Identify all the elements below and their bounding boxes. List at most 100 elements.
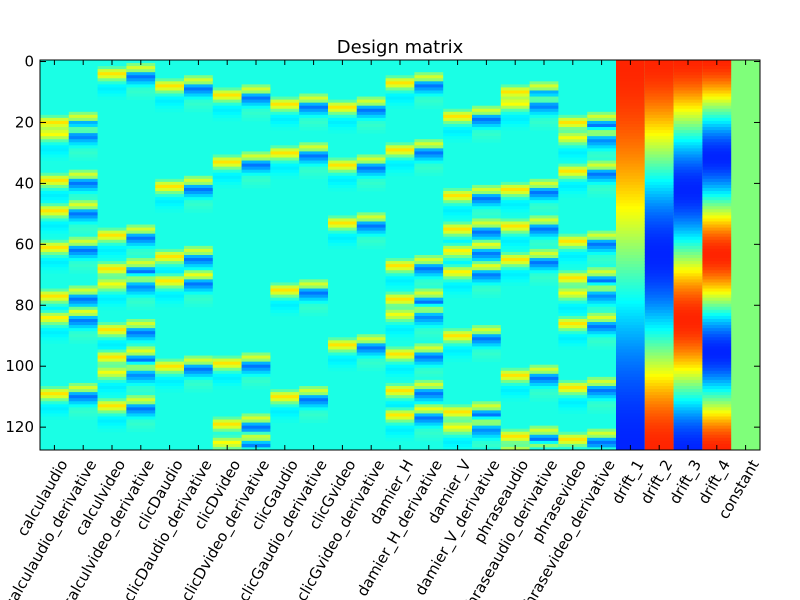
heatmap-cell — [644, 242, 674, 247]
heatmap-cell — [644, 215, 674, 219]
heatmap-cell — [356, 358, 386, 363]
heatmap-cell — [616, 340, 646, 344]
heatmap-cell — [126, 236, 156, 241]
heatmap-cell — [702, 75, 732, 79]
heatmap-cell — [328, 169, 358, 174]
heatmap-cell — [126, 389, 156, 393]
heatmap-cell — [443, 291, 473, 296]
heatmap-cell — [472, 258, 502, 262]
heatmap-cell — [155, 267, 185, 271]
heatmap-cell — [328, 166, 358, 171]
heatmap-cell — [126, 75, 156, 79]
heatmap-cell — [558, 187, 588, 192]
heatmap-cell — [270, 108, 300, 113]
heatmap-cell — [529, 276, 559, 280]
heatmap-cell — [155, 81, 185, 85]
heatmap-cell — [587, 346, 617, 350]
heatmap-cell — [68, 175, 98, 180]
heatmap-cell — [673, 282, 703, 286]
heatmap-cell — [68, 401, 98, 405]
heatmap-cell — [558, 410, 588, 414]
heatmap-cell — [616, 337, 646, 341]
heatmap-cell — [40, 218, 70, 222]
heatmap-cell — [673, 72, 703, 76]
heatmap-cell — [155, 194, 185, 198]
heatmap-cell — [644, 203, 674, 207]
heatmap-cell — [212, 114, 242, 119]
heatmap-cell — [414, 334, 444, 338]
heatmap-cell — [673, 364, 703, 369]
heatmap-cell — [616, 306, 646, 311]
heatmap-cell — [472, 270, 502, 274]
heatmap-cell — [270, 111, 300, 116]
heatmap-cell — [68, 334, 98, 338]
heatmap-cell — [616, 221, 646, 225]
heatmap-cell — [616, 334, 646, 338]
heatmap-cell — [500, 221, 530, 225]
heatmap-cell — [270, 303, 300, 308]
heatmap-cell — [414, 142, 444, 146]
heatmap-cell — [587, 322, 617, 326]
heatmap-cell — [414, 331, 444, 335]
heatmap-cell — [529, 230, 559, 235]
heatmap-cell — [97, 331, 127, 335]
heatmap-cell — [472, 422, 502, 427]
heatmap-cell — [529, 203, 559, 207]
heatmap-cell — [616, 364, 646, 369]
heatmap-cell — [155, 178, 185, 183]
heatmap-cell — [529, 181, 559, 186]
heatmap-cell — [126, 282, 156, 286]
heatmap-cell — [97, 382, 127, 387]
heatmap-cell — [414, 364, 444, 369]
heatmap-cell — [385, 93, 415, 97]
heatmap-cell — [529, 102, 559, 107]
heatmap-cell — [616, 398, 646, 402]
heatmap-cell — [644, 373, 674, 378]
heatmap-cell — [673, 334, 703, 338]
heatmap-cell — [414, 148, 444, 152]
y-tick-label: 60 — [15, 235, 34, 253]
heatmap-cell — [673, 102, 703, 107]
heatmap-cell — [644, 221, 674, 225]
heatmap-cell — [97, 233, 127, 238]
heatmap-cell — [356, 166, 386, 171]
heatmap-cell — [212, 157, 242, 161]
heatmap-cell — [241, 367, 271, 372]
heatmap-cell — [616, 93, 646, 97]
heatmap-cell — [500, 84, 530, 88]
heatmap-cell — [673, 99, 703, 104]
heatmap-cell — [241, 114, 271, 119]
heatmap-cell — [644, 114, 674, 119]
heatmap-cell — [644, 352, 674, 356]
heatmap-cell — [414, 309, 444, 314]
heatmap-cell — [644, 437, 674, 442]
heatmap-cell — [558, 148, 588, 152]
heatmap-cell — [644, 270, 674, 274]
heatmap-cell — [587, 331, 617, 335]
heatmap-cell — [558, 242, 588, 247]
heatmap-cell — [673, 233, 703, 238]
heatmap-cell — [702, 340, 732, 344]
heatmap-cell — [155, 297, 185, 302]
heatmap-cell — [68, 270, 98, 274]
heatmap-cell — [97, 401, 127, 405]
heatmap-cell — [241, 105, 271, 110]
heatmap-cell — [673, 218, 703, 222]
heatmap-cell — [97, 370, 127, 375]
heatmap-cell — [644, 285, 674, 289]
heatmap-cell — [616, 181, 646, 186]
heatmap-cell — [126, 279, 156, 283]
heatmap-cell — [241, 419, 271, 423]
heatmap-cell — [68, 382, 98, 387]
heatmap-cell — [472, 233, 502, 238]
y-tick-label: 20 — [15, 113, 34, 131]
heatmap-cell — [385, 294, 415, 299]
heatmap-cell — [587, 154, 617, 158]
heatmap-cell — [68, 306, 98, 311]
heatmap-cell — [97, 428, 127, 433]
heatmap-cell — [68, 318, 98, 323]
heatmap-cell — [529, 261, 559, 265]
heatmap-cell — [184, 84, 214, 88]
heatmap-cell — [270, 102, 300, 107]
heatmap-cell — [184, 389, 214, 393]
